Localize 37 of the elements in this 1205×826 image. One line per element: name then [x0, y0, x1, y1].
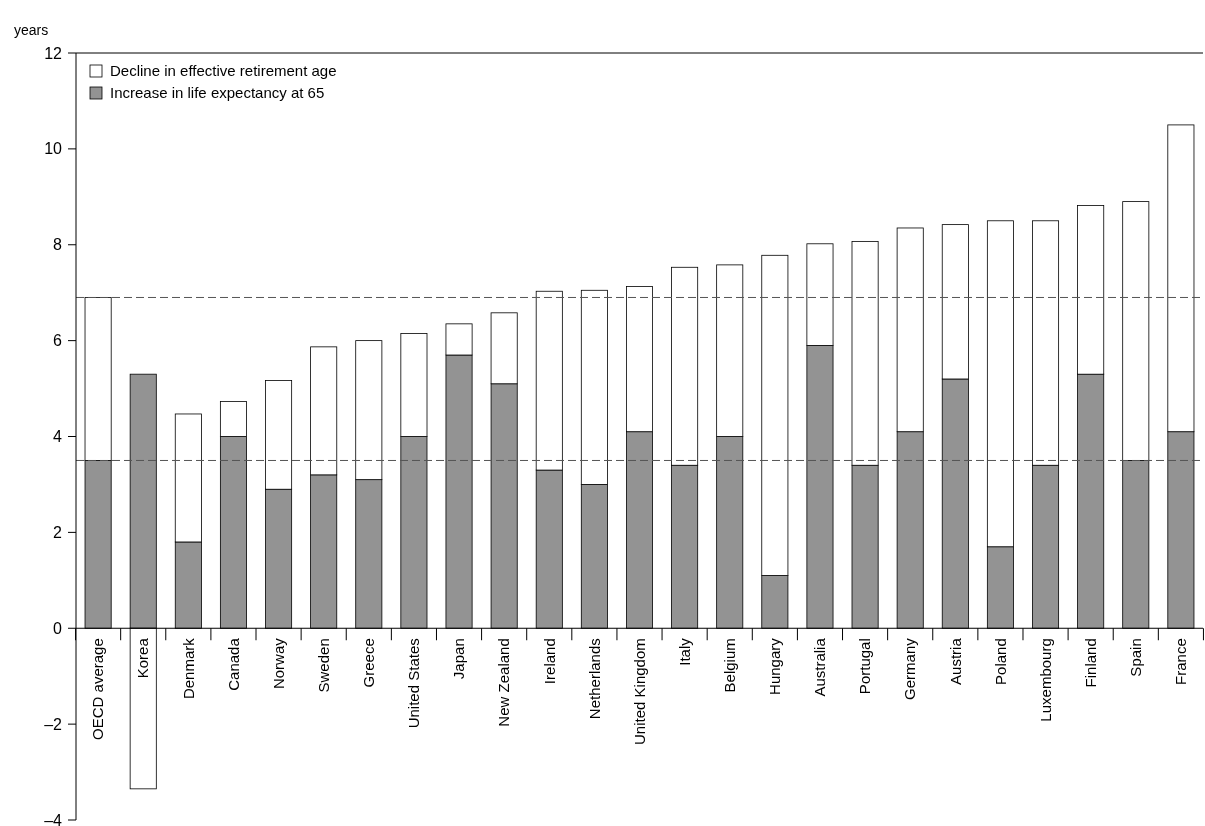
- legend-label: Increase in life expectancy at 65: [110, 84, 325, 102]
- y-tick-label: 10: [44, 140, 63, 158]
- x-tick-label: Finland: [1081, 638, 1099, 688]
- y-tick-label: 12: [44, 44, 63, 62]
- x-tick-label: Spain: [1127, 638, 1145, 677]
- x-tick-label: Portugal: [856, 638, 874, 695]
- y-tick-label: 8: [53, 236, 63, 254]
- x-tick-label: Belgium: [720, 638, 738, 693]
- x-tick-label: Austria: [946, 637, 964, 685]
- x-tick-label: Denmark: [179, 637, 197, 700]
- x-tick-label: Sweden: [314, 638, 332, 693]
- x-tick-label: Germany: [901, 637, 919, 700]
- x-tick-label: Ireland: [540, 638, 558, 685]
- y-tick-label: –4: [44, 811, 63, 826]
- y-axis-title: years: [14, 22, 49, 38]
- x-tick-label: Netherlands: [585, 638, 603, 720]
- y-tick-label: 0: [53, 619, 63, 637]
- x-tick-label: Norway: [269, 637, 287, 690]
- x-tick-label: OECD average: [89, 638, 107, 740]
- x-tick-label: Hungary: [766, 637, 784, 695]
- x-tick-label: Canada: [224, 637, 242, 691]
- x-tick-label: New Zealand: [495, 638, 513, 727]
- y-tick-label: 2: [53, 523, 63, 541]
- y-tick-label: –2: [44, 715, 63, 733]
- x-tick-label: Japan: [450, 638, 468, 680]
- y-tick-label: 6: [53, 332, 63, 350]
- x-tick-label: United States: [405, 638, 423, 729]
- x-tick-label: United Kingdom: [630, 638, 648, 745]
- y-tick-label: 4: [53, 428, 63, 446]
- x-tick-label: Korea: [134, 637, 152, 679]
- legend-label: Decline in effective retirement age: [110, 62, 337, 80]
- x-tick-label: France: [1172, 638, 1190, 685]
- x-tick-label: Australia: [811, 637, 829, 697]
- x-tick-label: Greece: [360, 638, 378, 688]
- x-tick-label: Italy: [675, 637, 693, 666]
- x-tick-label: Luxembourg: [1036, 638, 1054, 722]
- x-tick-label: Poland: [991, 638, 1009, 685]
